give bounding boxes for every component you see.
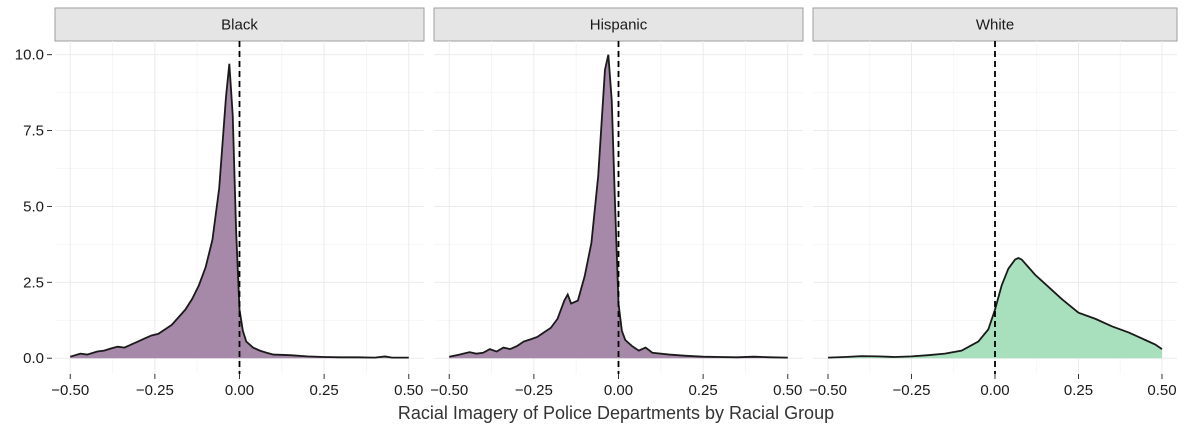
facet-strip-label: Black [221, 17, 258, 34]
y-tick-label: 0.0 [23, 350, 44, 367]
x-tick-label: 0.50 [394, 382, 423, 399]
x-tick-label: 0.50 [1147, 382, 1176, 399]
density-line [449, 54, 788, 359]
y-tick-label: 2.5 [23, 274, 44, 291]
density-line [827, 257, 1163, 359]
facet-panel-black: Black −0.50 −0.25 0.00 0.25 0.50 [51, 7, 425, 399]
x-tick-label: −0.25 [515, 382, 553, 399]
density-line [69, 63, 409, 359]
density-area [828, 258, 1162, 359]
x-tick-label: −0.50 [809, 382, 847, 399]
x-tick-label: −0.50 [51, 382, 89, 399]
y-tick-label: 10.0 [15, 47, 44, 64]
facet-strip-label: White [976, 17, 1014, 34]
x-tick-label: 0.25 [689, 382, 718, 399]
x-tick-label: −0.50 [430, 382, 468, 399]
facet-panel-hispanic: Hispanic −0.50 −0.25 0.00 0.25 0.50 [430, 7, 804, 399]
facet-strip [54, 7, 425, 42]
y-tick-label: 7.5 [23, 123, 44, 140]
x-tick-label: −0.25 [136, 382, 174, 399]
facet-panel-white: White −0.50 −0.25 0.00 0.25 0.50 [809, 7, 1178, 399]
facet-strip [812, 7, 1178, 42]
x-tick-label: 0.00 [980, 382, 1009, 399]
x-axis-title: Racial Imagery of Police Departments by … [398, 403, 834, 423]
facet-strip-label: Hispanic [590, 17, 648, 34]
x-tick-label: 0.50 [773, 382, 802, 399]
x-tick-label: 0.00 [604, 382, 633, 399]
x-tick-label: 0.25 [310, 382, 339, 399]
x-tick-label: −0.25 [893, 382, 931, 399]
y-tick-label: 5.0 [23, 198, 44, 215]
x-tick-label: 0.25 [1064, 382, 1093, 399]
x-tick-label: 0.00 [225, 382, 254, 399]
